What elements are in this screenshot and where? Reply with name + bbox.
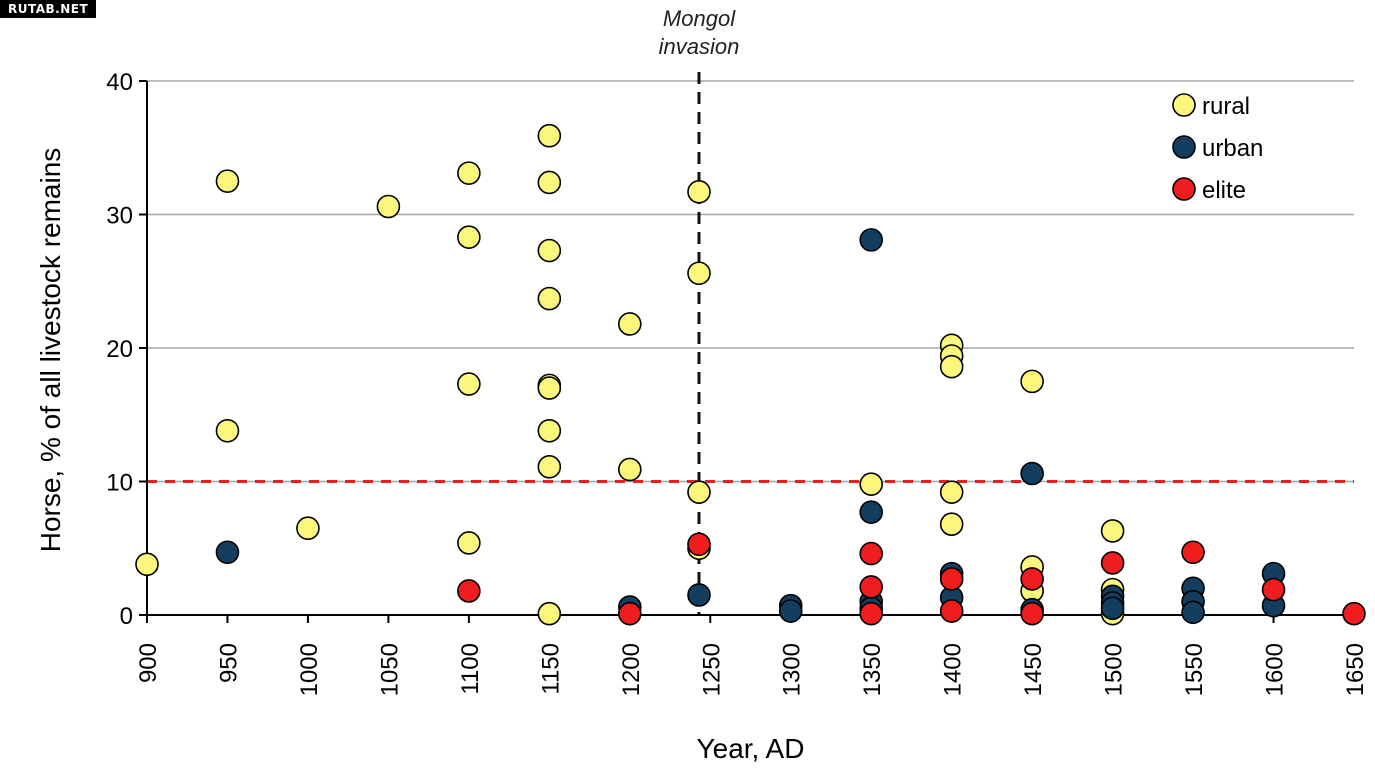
y-tick-label-10: 10 xyxy=(106,470,133,497)
point-elite xyxy=(939,599,964,623)
point-elite xyxy=(859,575,884,599)
reference-lines xyxy=(147,72,1354,615)
point-rural xyxy=(296,516,320,541)
point-urban xyxy=(778,599,803,623)
point-rural xyxy=(537,376,562,400)
point-elite xyxy=(859,601,884,626)
point-elite xyxy=(1020,567,1044,591)
point-urban xyxy=(859,500,884,525)
point-rural xyxy=(537,601,562,626)
point-urban xyxy=(859,228,884,252)
x-tick-label-900: 900 xyxy=(135,643,162,683)
x-tick-label-1550: 1550 xyxy=(1181,643,1208,696)
point-rural xyxy=(939,512,964,537)
point-rural xyxy=(215,169,240,193)
point-rural xyxy=(537,286,562,311)
annotation-mongol-invasion: Mongol invasion xyxy=(659,6,740,59)
point-rural xyxy=(939,354,964,379)
point-rural xyxy=(939,480,964,504)
point-rural xyxy=(687,480,711,504)
x-tick-label-1000: 1000 xyxy=(296,643,323,696)
x-tick-label-1100: 1100 xyxy=(457,643,484,695)
y-tick-label-30: 30 xyxy=(106,203,133,230)
point-rural xyxy=(376,194,401,219)
point-elite xyxy=(617,601,642,626)
point-elite xyxy=(1181,540,1205,565)
x-tick-label-1350: 1350 xyxy=(859,643,886,696)
point-elite xyxy=(1100,551,1125,575)
point-rural xyxy=(1020,369,1044,394)
point-rural xyxy=(859,472,884,496)
x-tick-label-1050: 1050 xyxy=(376,643,403,696)
x-tick-label-1200: 1200 xyxy=(618,643,645,696)
x-tick-label-950: 950 xyxy=(215,643,242,683)
x-tick-label-1600: 1600 xyxy=(1262,643,1289,696)
point-rural xyxy=(617,312,642,336)
point-rural xyxy=(617,457,642,482)
point-rural xyxy=(537,455,562,479)
point-rural xyxy=(537,123,562,148)
x-axis-title: Year, AD xyxy=(697,733,805,764)
point-rural xyxy=(457,161,481,185)
point-elite xyxy=(1342,601,1366,626)
y-tick-labels: 0 10 20 30 40 xyxy=(106,69,147,630)
legend-label-urban: urban xyxy=(1202,135,1263,162)
gridlines xyxy=(147,80,1354,483)
x-tick-label-1450: 1450 xyxy=(1020,643,1047,696)
y-axis-title: Horse, % of all livestock remains xyxy=(35,148,66,553)
x-tick-label-1500: 1500 xyxy=(1101,643,1128,696)
data-points xyxy=(135,123,1366,626)
point-rural xyxy=(537,170,562,195)
point-urban xyxy=(1100,596,1125,621)
point-urban xyxy=(1181,600,1205,625)
y-tick-label-40: 40 xyxy=(106,69,133,96)
point-rural xyxy=(457,372,481,396)
point-urban xyxy=(1020,461,1044,486)
point-rural xyxy=(537,418,562,443)
annotation-line-2: invasion xyxy=(659,34,740,59)
point-elite xyxy=(1261,577,1286,602)
x-tick-label-1250: 1250 xyxy=(698,643,725,696)
legend-label-rural: rural xyxy=(1202,93,1250,120)
legend-marker-urban xyxy=(1172,135,1196,159)
point-rural xyxy=(457,225,481,249)
point-rural xyxy=(687,180,711,204)
x-tick-label-1150: 1150 xyxy=(537,643,564,695)
legend-marker-elite xyxy=(1172,177,1196,201)
point-rural xyxy=(537,238,562,263)
y-tick-label-0: 0 xyxy=(120,603,133,630)
x-tick-label-1300: 1300 xyxy=(779,643,806,696)
point-rural xyxy=(1100,519,1125,543)
legend-marker-rural xyxy=(1172,93,1196,117)
x-tick-label-1400: 1400 xyxy=(940,643,967,696)
legend-label-elite: elite xyxy=(1202,177,1246,204)
x-tick-labels: 900 950 1000 1050 1100 1150 1200 1250 1300 1350 14… xyxy=(135,615,1369,696)
point-elite xyxy=(1020,601,1044,626)
site-watermark: RUTAB.NET xyxy=(0,0,97,18)
point-rural xyxy=(687,261,711,286)
point-elite xyxy=(859,541,884,566)
y-tick-label-20: 20 xyxy=(106,336,133,363)
point-elite xyxy=(457,579,481,603)
point-rural xyxy=(215,418,240,443)
annotation-line-1: Mongol xyxy=(663,6,736,31)
point-elite xyxy=(687,532,711,557)
x-tick-label-1650: 1650 xyxy=(1342,643,1369,696)
point-elite xyxy=(939,567,964,591)
point-rural xyxy=(457,531,481,555)
legend: rural urban elite xyxy=(1172,93,1263,204)
point-urban xyxy=(215,540,240,565)
point-rural xyxy=(135,552,159,577)
point-urban xyxy=(687,583,711,607)
